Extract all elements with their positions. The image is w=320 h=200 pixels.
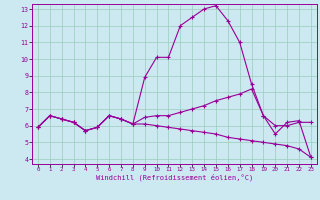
X-axis label: Windchill (Refroidissement éolien,°C): Windchill (Refroidissement éolien,°C) (96, 174, 253, 181)
